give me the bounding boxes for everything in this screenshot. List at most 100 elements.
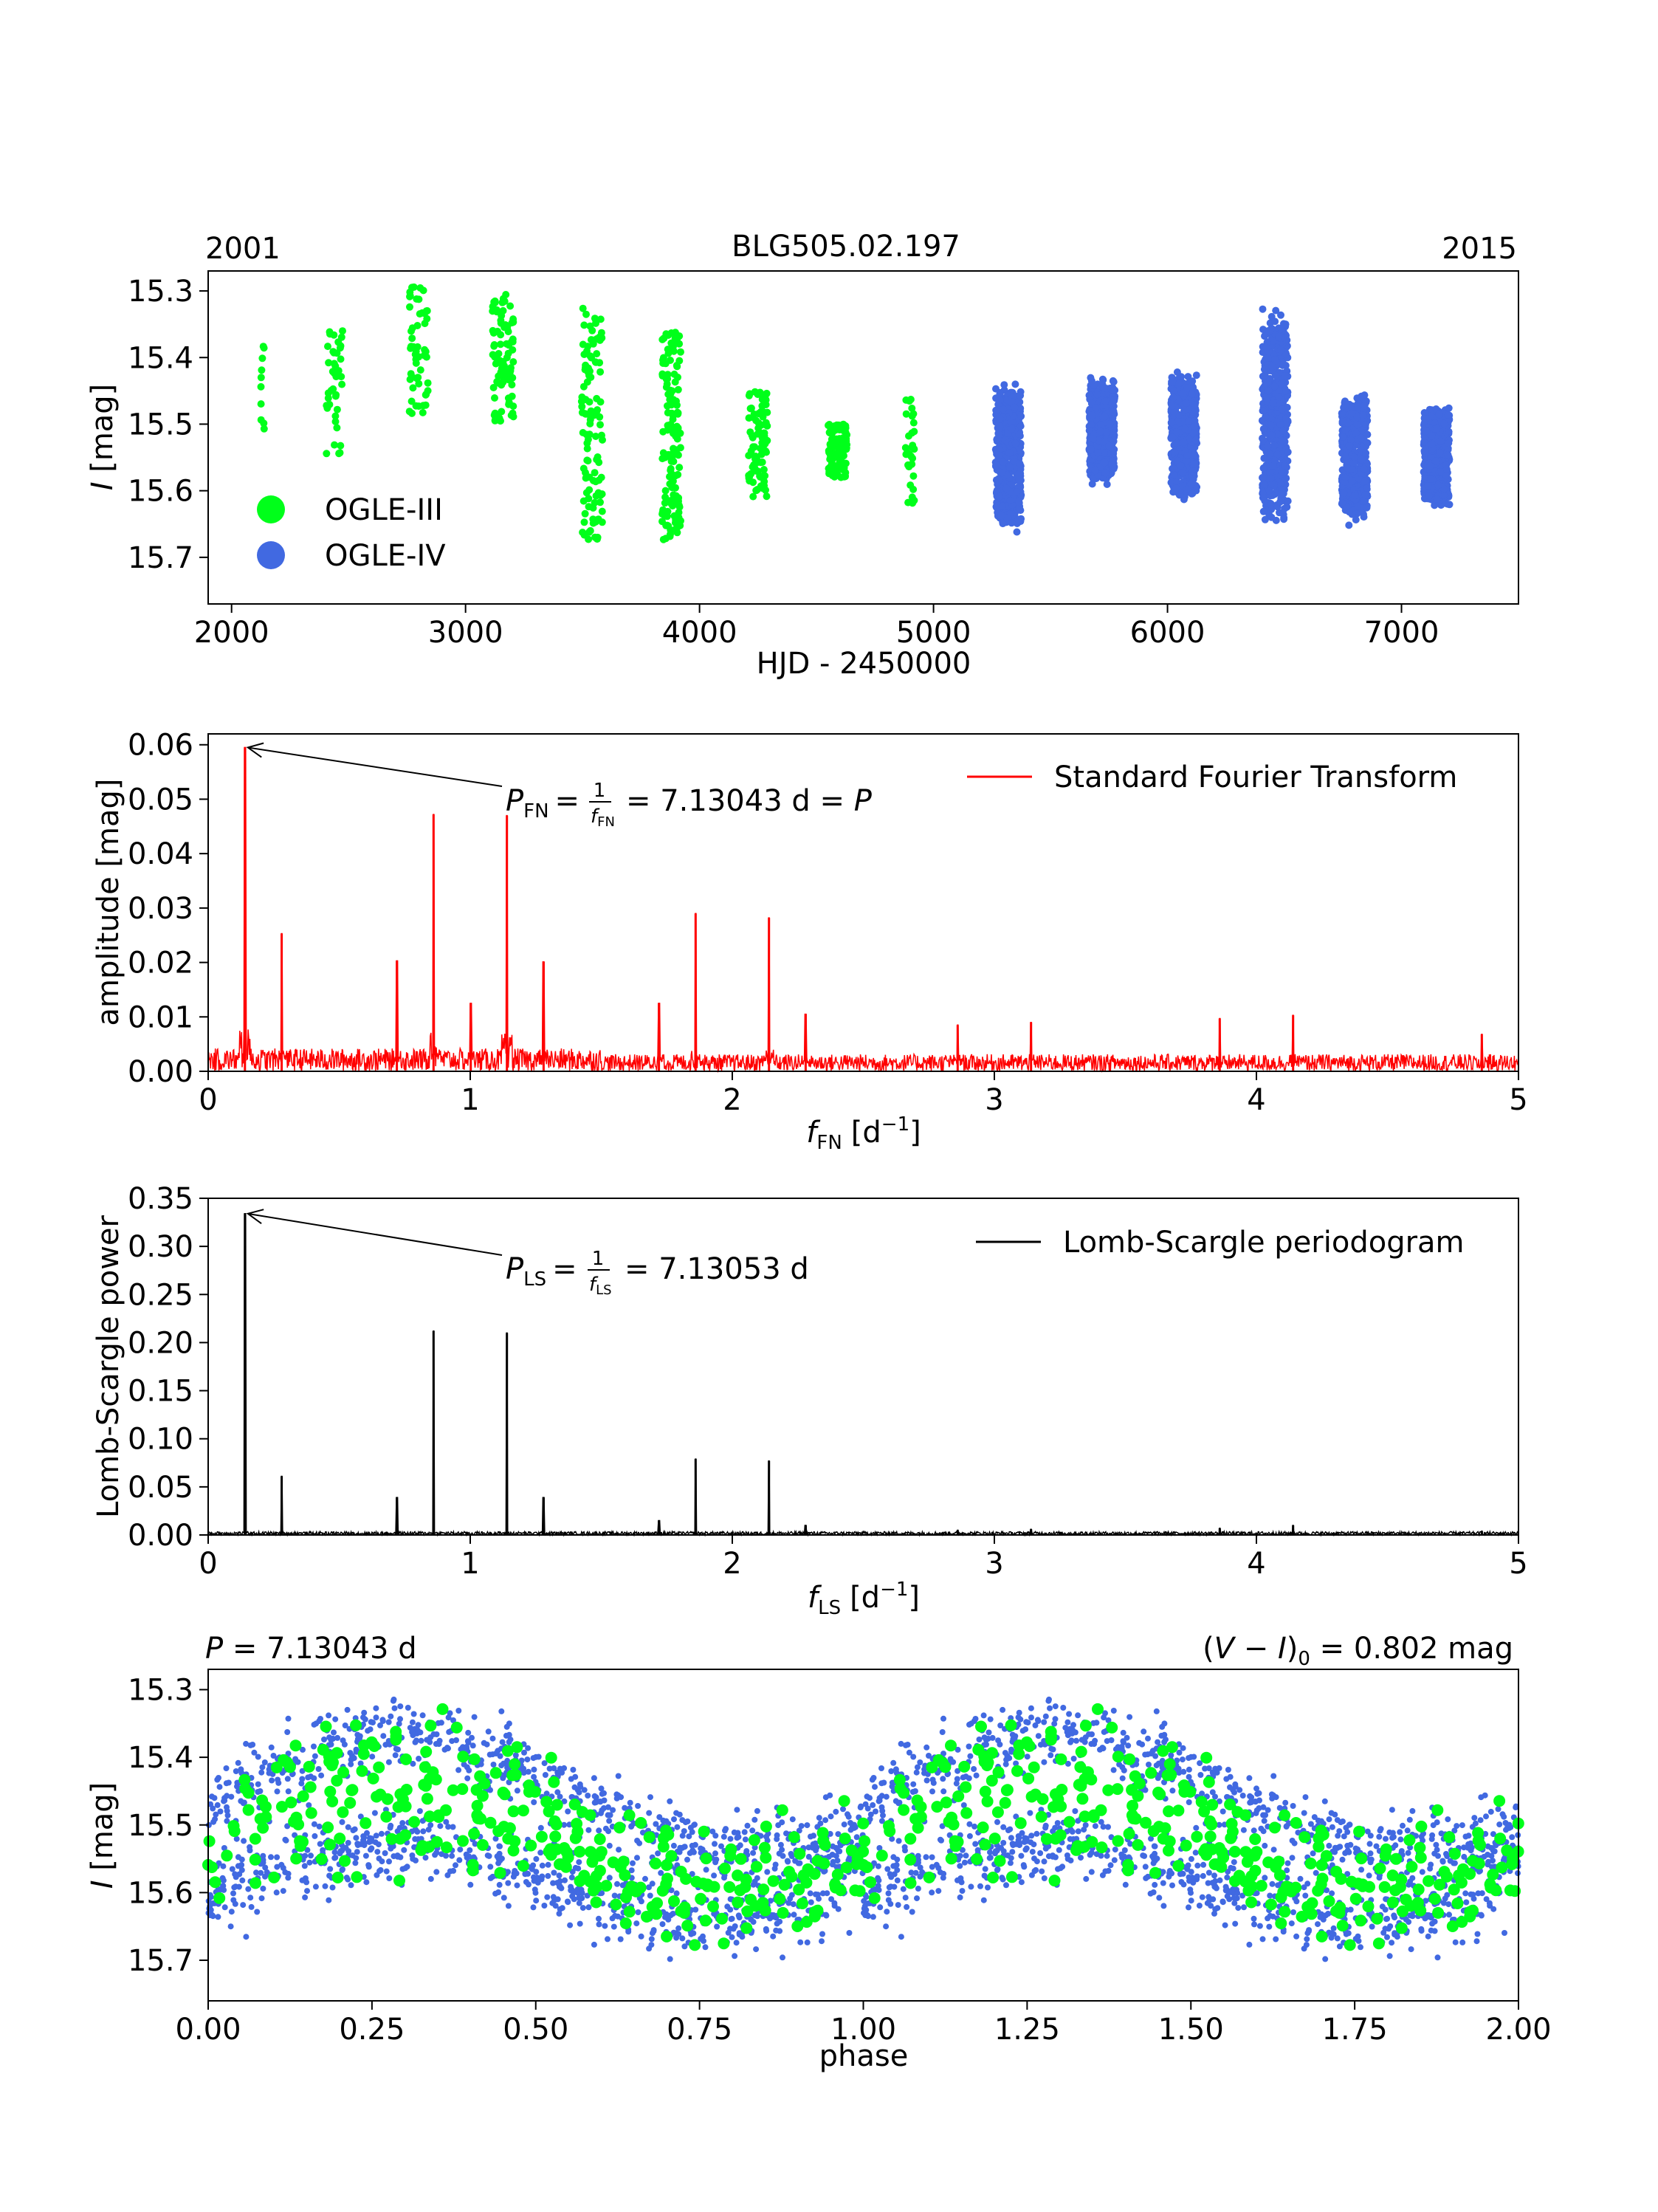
data-point-ogle4	[1101, 469, 1110, 477]
data-point-ogle4	[1259, 464, 1267, 472]
data-point-ogle4	[1442, 465, 1451, 473]
data-point-ogle4	[1264, 354, 1272, 362]
data-point-ogle4	[1011, 458, 1019, 467]
data-point-ogle3	[582, 363, 589, 371]
data-point-ogle4	[1000, 381, 1008, 389]
x-tick-label: 0	[199, 1083, 217, 1117]
data-point-ogle3	[672, 432, 680, 440]
phased-point-ogle4	[985, 1729, 992, 1736]
data-point-ogle3	[579, 529, 587, 536]
annotation-frac-num-fourier: 1	[594, 780, 606, 802]
data-point-ogle4	[992, 406, 1000, 414]
phased-point-ogle4	[321, 1737, 327, 1742]
data-point-ogle3	[408, 324, 416, 332]
data-point-ogle3	[908, 405, 916, 412]
y-tick-label: 0.06	[128, 729, 193, 763]
data-point-ogle3	[667, 457, 675, 465]
data-point-ogle4	[1259, 507, 1267, 515]
data-point-ogle3	[841, 472, 849, 479]
phased-point-ogle4	[1022, 1847, 1029, 1853]
data-point-ogle3	[337, 355, 345, 363]
data-point-ogle4	[1189, 377, 1197, 385]
y-tick-label: 15.5	[128, 408, 193, 442]
phased-point-ogle4	[465, 1729, 472, 1736]
phased-point-ogle4	[339, 1818, 345, 1825]
data-point-ogle4	[1016, 506, 1023, 514]
phased-point-ogle4	[567, 1922, 574, 1928]
data-point-ogle4	[1271, 371, 1279, 379]
data-point-ogle3	[596, 413, 604, 421]
data-point-ogle4	[1444, 451, 1452, 458]
data-point-ogle3	[666, 480, 674, 488]
phased-point-ogle4	[933, 1861, 940, 1868]
data-point-ogle4	[1109, 377, 1117, 385]
data-point-ogle4	[1103, 481, 1111, 488]
phased-point-ogle4	[1002, 1761, 1009, 1768]
data-point-ogle3	[596, 398, 605, 406]
data-point-ogle3	[421, 309, 429, 317]
data-point-ogle4	[1276, 421, 1284, 428]
data-point-ogle4	[1101, 397, 1110, 405]
data-point-ogle3	[583, 456, 591, 464]
phased-point-ogle4	[1262, 1875, 1268, 1881]
phased-point-ogle4	[576, 1900, 582, 1906]
data-point-ogle4	[1269, 399, 1277, 407]
data-point-ogle4	[1338, 418, 1346, 425]
phased-point-ogle4	[650, 1927, 657, 1934]
phased-point-ogle4	[241, 1838, 247, 1844]
data-point-ogle4	[1102, 428, 1110, 436]
data-point-ogle4	[1348, 476, 1356, 484]
phased-point-ogle4	[596, 1915, 602, 1922]
data-point-ogle3	[664, 375, 672, 382]
phased-point-ogle4	[648, 1942, 655, 1948]
data-point-ogle3	[673, 401, 681, 409]
phased-point-ogle4	[884, 1866, 891, 1872]
data-point-ogle3	[902, 410, 910, 418]
data-point-ogle3	[598, 507, 606, 515]
data-point-ogle3	[825, 421, 833, 428]
phased-point-ogle4	[585, 1904, 592, 1911]
phased-point-ogle4	[1029, 1849, 1036, 1855]
phased-point-ogle4	[1419, 1869, 1425, 1875]
data-point-ogle4	[1110, 408, 1117, 416]
phased-point-ogle4	[312, 1833, 318, 1839]
data-point-ogle4	[1281, 504, 1289, 512]
x-tick-label: 4000	[662, 616, 737, 650]
data-point-ogle3	[674, 374, 681, 381]
data-point-ogle3	[424, 379, 432, 387]
data-point-ogle4	[1178, 469, 1186, 477]
data-point-ogle4	[1282, 414, 1290, 422]
data-point-ogle3	[412, 359, 420, 367]
phased-point-ogle4	[485, 1728, 492, 1735]
data-point-ogle4	[1272, 516, 1280, 524]
data-point-ogle3	[506, 376, 514, 384]
phased-point-ogle4	[895, 1838, 902, 1844]
data-point-ogle4	[1106, 420, 1114, 428]
data-point-ogle4	[1101, 413, 1109, 421]
data-point-ogle3	[257, 374, 265, 382]
phased-point-ogle4	[853, 1834, 860, 1841]
phased-point-ogle4	[329, 1884, 336, 1891]
data-point-ogle3	[664, 349, 673, 357]
phased-point-ogle4	[1142, 1864, 1149, 1870]
panel-light-curve: 2001 BLG505.02.197 2015 2000 3000 4000 5000…	[86, 230, 1519, 681]
data-point-ogle3	[755, 409, 763, 417]
phased-point-ogle4	[720, 1833, 727, 1840]
phased-point-ogle4	[332, 1855, 339, 1861]
data-point-ogle3	[661, 487, 670, 495]
phased-point-ogle4	[808, 1833, 813, 1840]
data-point-ogle3	[337, 373, 345, 381]
data-point-ogle4	[1017, 391, 1025, 399]
phased-point-ogle4	[1267, 1892, 1273, 1899]
data-point-ogle3	[500, 365, 508, 374]
data-point-ogle4	[1440, 419, 1448, 427]
data-point-ogle3	[596, 491, 605, 499]
data-point-ogle4	[1341, 426, 1349, 434]
data-point-ogle3	[585, 398, 594, 406]
data-point-ogle3	[336, 449, 344, 457]
data-point-ogle4	[1340, 489, 1348, 497]
phased-point-ogle4	[774, 1835, 780, 1842]
data-point-ogle3	[259, 343, 267, 351]
phased-point-ogle4	[840, 1806, 846, 1813]
data-point-ogle3	[331, 392, 340, 400]
